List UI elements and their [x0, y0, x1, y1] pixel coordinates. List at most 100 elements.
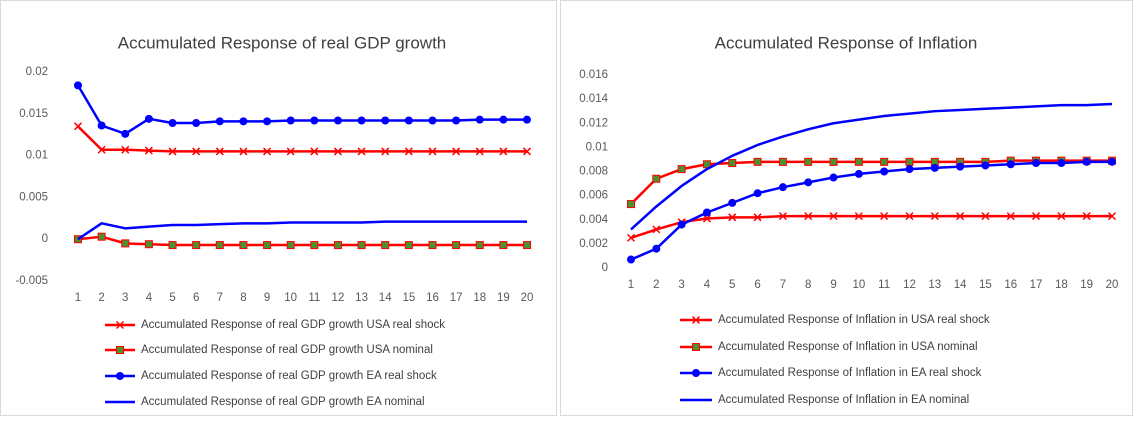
- marker: [381, 116, 390, 125]
- y-tick-label: 0: [602, 262, 608, 274]
- marker: [930, 163, 939, 172]
- marker: [677, 220, 686, 229]
- marker: [263, 117, 272, 126]
- y-tick-label: 0.01: [586, 141, 608, 153]
- x-tick-label: 12: [903, 279, 916, 291]
- x-tick-label: 17: [450, 292, 463, 304]
- legend-label: Accumulated Response of real GDP growth …: [141, 370, 437, 382]
- marker: [728, 198, 737, 207]
- marker: [728, 213, 737, 222]
- marker: [475, 115, 484, 124]
- marker: [404, 147, 413, 156]
- marker: [1006, 212, 1015, 221]
- marker: [333, 147, 342, 156]
- y-tick-label: 0.002: [579, 238, 608, 250]
- y-tick-label: 0.004: [579, 214, 608, 226]
- marker: [753, 189, 762, 198]
- marker: [452, 116, 461, 125]
- marker: [144, 146, 153, 155]
- x-tick-label: 11: [878, 279, 890, 291]
- marker: [1057, 159, 1066, 168]
- marker: [880, 157, 889, 166]
- x-tick-label: 16: [1004, 279, 1017, 291]
- marker: [753, 213, 762, 222]
- marker: [452, 147, 461, 156]
- legend-label: Accumulated Response of Inflation in USA…: [718, 314, 990, 326]
- marker: [74, 81, 82, 90]
- x-tick-label: 1: [75, 292, 81, 304]
- marker: [499, 115, 508, 124]
- marker: [905, 157, 914, 166]
- marker: [804, 212, 813, 221]
- legend-label: Accumulated Response of Inflation in EA …: [718, 394, 969, 406]
- x-tick-label: 9: [830, 279, 836, 291]
- marker: [1107, 212, 1117, 221]
- x-tick-label: 3: [678, 279, 684, 291]
- marker: [115, 320, 125, 330]
- series-line: [630, 159, 1112, 205]
- marker: [168, 241, 177, 250]
- marker: [880, 212, 889, 221]
- marker: [428, 147, 437, 156]
- marker: [192, 118, 201, 127]
- marker: [829, 157, 838, 166]
- series-line: [77, 220, 527, 241]
- marker: [804, 157, 813, 166]
- marker: [428, 116, 437, 125]
- marker: [956, 162, 965, 171]
- x-tick-label: 1: [628, 279, 634, 291]
- marker: [778, 183, 787, 192]
- marker: [692, 369, 700, 377]
- legend-label: Accumulated Response of real GDP growth …: [141, 344, 433, 356]
- marker: [702, 214, 711, 223]
- marker: [286, 147, 295, 156]
- marker: [1032, 212, 1041, 221]
- marker: [263, 147, 272, 156]
- y-tick-label: 0.01: [26, 150, 48, 162]
- y-tick-label: 0.015: [19, 108, 48, 120]
- marker: [215, 117, 224, 126]
- x-tick-label: 15: [979, 279, 992, 291]
- x-tick-label: 14: [954, 279, 967, 291]
- marker: [1082, 212, 1091, 221]
- marker: [73, 122, 83, 131]
- series-line: [630, 160, 1112, 261]
- marker: [144, 114, 153, 123]
- marker: [121, 239, 130, 248]
- marker: [97, 121, 106, 130]
- x-tick-label: 16: [426, 292, 439, 304]
- marker: [168, 147, 177, 156]
- x-tick-label: 13: [355, 292, 368, 304]
- x-tick-label: 20: [521, 292, 534, 304]
- series-line: [77, 125, 527, 153]
- marker: [829, 212, 838, 221]
- x-tick-label: 8: [240, 292, 246, 304]
- marker: [239, 117, 248, 126]
- marker: [333, 241, 342, 250]
- marker: [499, 147, 508, 156]
- marker: [1032, 159, 1041, 168]
- marker: [1082, 157, 1091, 166]
- x-tick-label: 6: [754, 279, 760, 291]
- marker: [357, 147, 366, 156]
- marker: [310, 116, 319, 125]
- marker: [880, 167, 889, 176]
- x-tick-label: 6: [193, 292, 199, 304]
- marker: [428, 241, 437, 250]
- y-tick-label: 0.02: [26, 66, 48, 78]
- marker: [357, 241, 366, 250]
- x-tick-label: 18: [1055, 279, 1068, 291]
- marker: [522, 147, 532, 156]
- marker: [97, 145, 106, 154]
- series-line: [630, 102, 1113, 231]
- marker: [930, 212, 939, 221]
- marker: [215, 241, 224, 250]
- x-tick-label: 11: [308, 292, 320, 304]
- marker: [652, 225, 661, 234]
- marker: [981, 161, 990, 170]
- marker: [692, 343, 700, 351]
- legend-label: Accumulated Response of real GDP growth …: [141, 396, 425, 408]
- marker: [626, 233, 636, 242]
- marker: [652, 174, 661, 183]
- marker: [627, 200, 635, 209]
